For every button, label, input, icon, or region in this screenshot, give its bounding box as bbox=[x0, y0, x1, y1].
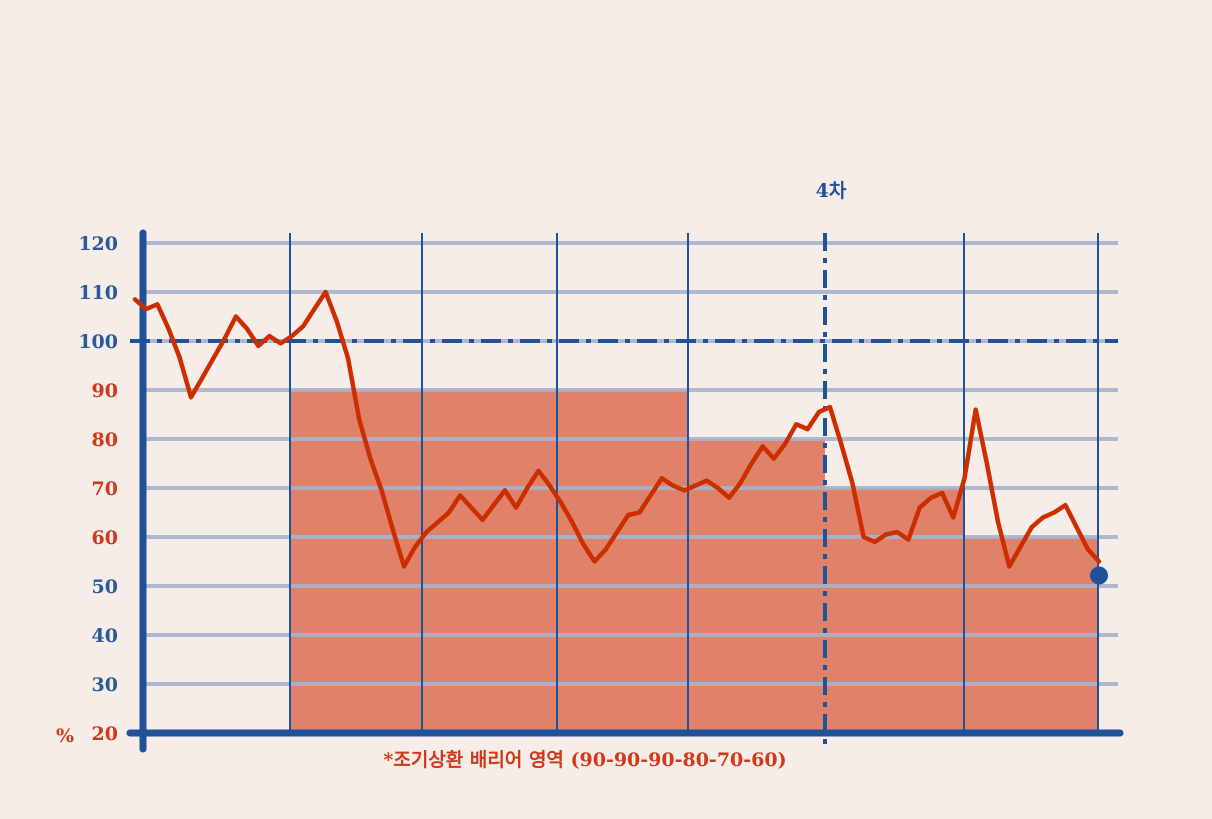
y-tick-50: 50 bbox=[92, 576, 118, 598]
barrier-bar-2 bbox=[422, 390, 557, 733]
y-tick-80: 80 bbox=[92, 429, 118, 451]
barrier-bar-5 bbox=[825, 488, 964, 733]
barrier-bar-3 bbox=[557, 390, 688, 733]
y-tick-40: 40 bbox=[92, 625, 118, 647]
barrier-note: *조기상환 배리어 영역 (90-90-90-80-70-60) bbox=[383, 749, 786, 771]
grid-lines bbox=[143, 241, 1118, 686]
observation-4-label: 4차 bbox=[816, 180, 847, 202]
y-tick-90: 90 bbox=[92, 380, 118, 402]
y-tick-70: 70 bbox=[92, 478, 118, 500]
y-tick-120: 120 bbox=[78, 233, 118, 255]
axes bbox=[126, 229, 1124, 753]
y-tick-labels: 20 30 40 50 60 70 80 90 100 110 120 bbox=[78, 233, 118, 745]
series-line bbox=[132, 289, 1102, 569]
y-tick-20: 20 bbox=[92, 723, 118, 745]
barrier-bars bbox=[290, 390, 1099, 733]
y-tick-100: 100 bbox=[78, 331, 118, 353]
period-lines bbox=[289, 233, 1099, 733]
y-unit-label: % bbox=[56, 725, 74, 747]
y-tick-30: 30 bbox=[92, 674, 118, 696]
current-value-point bbox=[1090, 566, 1108, 585]
barrier-bar-1 bbox=[290, 390, 422, 733]
y-tick-110: 110 bbox=[78, 282, 118, 304]
y-tick-60: 60 bbox=[92, 527, 118, 549]
